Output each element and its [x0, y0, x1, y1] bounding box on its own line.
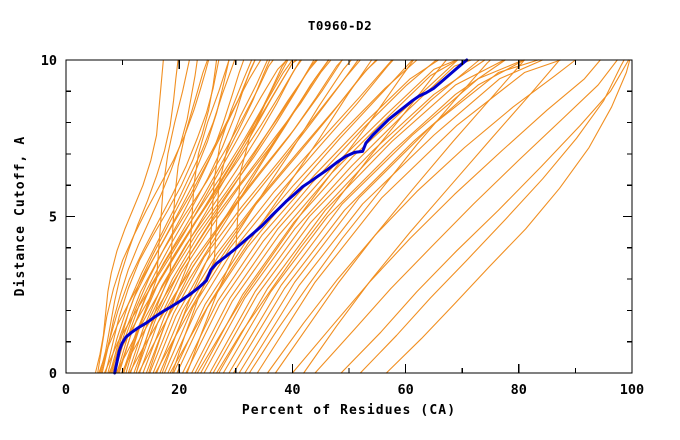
series-line [161, 59, 253, 374]
x-tick-label: 0 [62, 382, 70, 398]
series-line [109, 59, 256, 374]
series-line [99, 59, 179, 374]
series-line [135, 59, 332, 374]
series-line [218, 59, 505, 374]
series-line [107, 59, 236, 374]
series-line [314, 59, 618, 374]
series-line [172, 59, 418, 374]
x-axis-label: Percent of Residues (CA) [242, 403, 456, 418]
series-line [182, 59, 439, 374]
series-line [256, 59, 562, 374]
series-line [137, 59, 330, 374]
series-line [203, 59, 472, 374]
series-line [209, 59, 486, 374]
series-line [169, 59, 373, 374]
series-line [186, 59, 293, 374]
data-series-layer [94, 58, 631, 375]
series-line [101, 59, 198, 374]
axis-layer: 0 20 40 60 80 100 0 5 10 [41, 53, 644, 398]
series-line [359, 59, 625, 374]
series-line [149, 59, 361, 374]
y-axis-label: Distance Cutoff, A [13, 136, 28, 297]
series-line [103, 59, 288, 374]
series-line [98, 59, 262, 374]
series-line [94, 59, 164, 374]
y-tick-label: 5 [49, 210, 57, 226]
x-tick-label: 80 [511, 382, 527, 398]
series-line [127, 59, 301, 374]
series-line [303, 59, 561, 374]
x-tick-label: 20 [171, 382, 187, 398]
series-line [145, 59, 343, 374]
series-line [291, 59, 601, 374]
series-line [156, 59, 378, 374]
series-line [385, 59, 631, 374]
series-line [222, 59, 506, 374]
series-line [340, 59, 630, 374]
series-line [129, 59, 315, 374]
y-tick-label: 10 [41, 53, 57, 69]
series-line [117, 59, 289, 374]
x-tick-label: 40 [284, 382, 300, 398]
series-line [196, 59, 415, 374]
series-line [115, 59, 298, 374]
series-line [238, 59, 539, 374]
series-line [113, 58, 469, 375]
series-line [97, 59, 210, 374]
x-tick-label: 100 [620, 382, 644, 398]
series-line [216, 59, 447, 374]
series-line [244, 59, 544, 374]
series-line [171, 59, 269, 374]
series-line [266, 59, 576, 374]
series-line [120, 59, 318, 374]
series-line [125, 59, 190, 374]
series-line [154, 59, 352, 374]
series-line [232, 59, 526, 374]
series-line [111, 59, 274, 374]
series-line [100, 59, 220, 374]
x-tick-label: 60 [397, 382, 413, 398]
series-line [135, 59, 209, 374]
chart-title: T0960-D2 [308, 18, 372, 33]
y-tick-label: 0 [49, 366, 57, 382]
series-line [274, 59, 526, 374]
series-line [228, 59, 524, 374]
series-line [105, 59, 218, 374]
series-line [212, 59, 480, 374]
series-line [163, 59, 393, 374]
series-line [248, 59, 492, 374]
series-line [185, 59, 437, 374]
